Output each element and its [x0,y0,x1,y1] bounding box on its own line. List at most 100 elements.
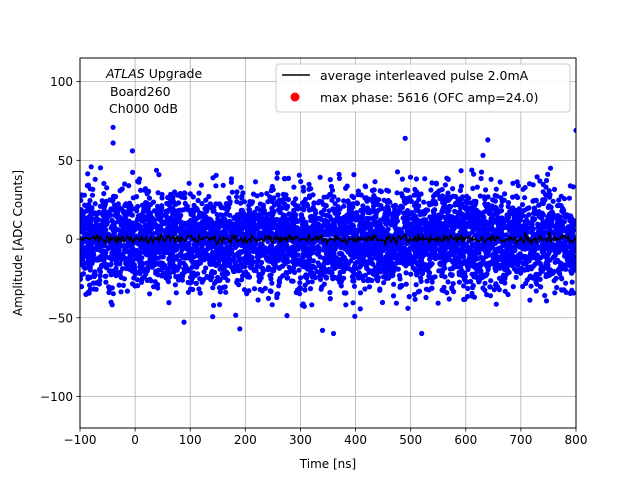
data-point [421,267,428,273]
data-point [205,246,211,252]
data-point [562,213,568,220]
data-point [503,258,509,264]
data-point [412,296,418,302]
data-point [416,203,422,209]
data-point [401,261,407,267]
data-point [311,273,317,279]
data-point [522,253,528,259]
data-point [213,201,219,207]
data-point [360,203,366,209]
data-point [336,171,342,177]
data-point [494,193,500,199]
data-point [276,265,282,271]
data-point [394,190,400,196]
data-point [159,263,165,270]
data-point [463,215,469,221]
data-point [491,287,497,293]
data-point [103,253,109,260]
data-point [375,278,381,284]
data-point [378,240,384,246]
data-point [444,209,450,215]
data-point [164,200,170,207]
data-point [146,195,153,201]
data-point [566,195,573,201]
data-point [483,187,489,193]
data-point [396,273,403,279]
data-point [415,262,421,268]
data-point [569,279,575,285]
data-point [456,254,462,260]
data-point [204,232,210,238]
data-point [530,198,536,204]
data-point [114,214,120,220]
data-point [498,222,504,228]
data-point [211,280,218,286]
data-point [142,226,148,233]
data-point [437,195,443,202]
data-point [547,165,554,171]
data-point [113,265,119,271]
data-point [472,225,478,231]
data-point [290,200,296,206]
data-point [289,278,295,284]
data-point [368,221,374,227]
data-point [528,283,534,289]
data-point [109,198,116,204]
data-point [124,288,130,294]
data-point [98,253,104,259]
data-point [518,270,524,276]
data-point [113,206,119,212]
data-point [89,260,95,266]
data-point [283,205,290,211]
data-point [482,272,488,278]
data-point [524,243,531,249]
data-point [210,175,216,181]
data-point [469,167,475,173]
data-point [494,232,500,238]
data-point [488,211,494,217]
data-point [94,215,100,222]
data-point [451,248,457,255]
data-point [458,168,464,174]
data-point [217,289,223,295]
data-point [379,299,386,306]
data-point [450,281,456,287]
data-point [556,269,562,275]
data-point [496,287,502,293]
data-point [269,186,275,192]
data-point [390,293,397,299]
data-point [506,252,512,258]
data-point [274,170,280,176]
data-point [297,291,303,297]
data-point [502,253,508,259]
data-point [279,241,285,247]
data-point [300,184,306,190]
data-point [194,262,200,268]
data-point [188,231,194,237]
data-point [246,244,253,250]
data-point [383,214,389,221]
data-point [101,225,107,231]
data-point [565,250,572,256]
data-point [150,263,156,269]
data-point [104,185,110,191]
data-point [458,205,464,211]
data-point [371,267,377,273]
data-point [568,229,574,236]
data-point [185,207,191,213]
data-point [175,253,181,259]
data-point [462,277,468,283]
data-point [142,223,148,229]
data-point [211,269,218,276]
data-point [135,256,141,262]
data-point [101,180,107,187]
data-point [489,240,495,246]
data-point [452,208,458,214]
data-point [483,221,489,227]
data-point [282,195,288,202]
data-point [196,190,202,196]
data-point [137,267,144,273]
data-point [116,282,122,288]
data-point [164,240,170,246]
data-point [120,282,126,288]
